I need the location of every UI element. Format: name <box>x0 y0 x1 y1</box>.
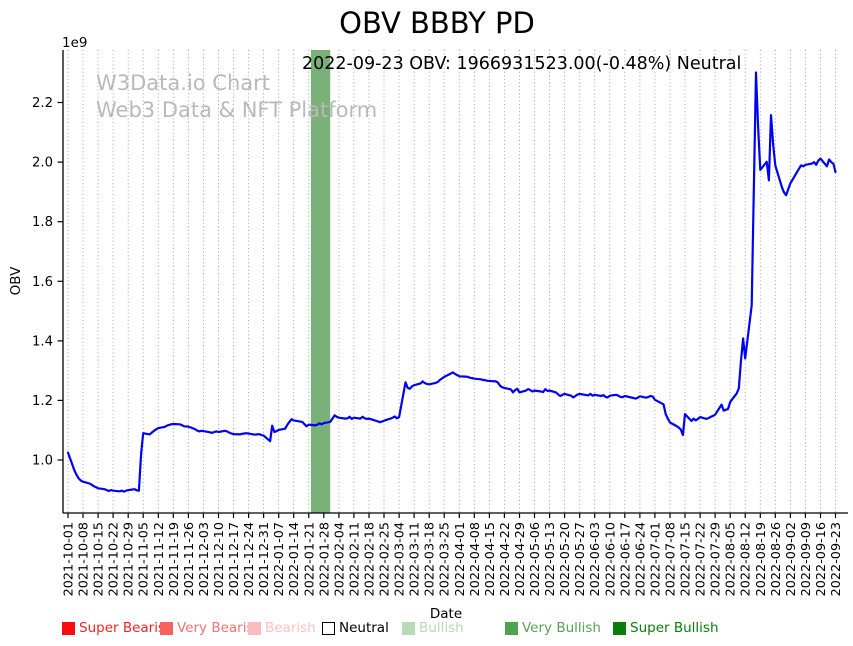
legend-label-very-bullish: Very Bullish <box>522 620 601 636</box>
legend-swatch-super-bullish <box>613 622 626 635</box>
legend-swatch-very-bullish <box>505 622 518 635</box>
x-tick-label: 2022-04-01 <box>453 522 468 596</box>
x-tick-label: 2021-10-01 <box>62 522 77 596</box>
x-tick-label: 2021-11-19 <box>167 522 182 596</box>
x-tick-label: 2022-04-22 <box>498 522 513 596</box>
x-tick-label: 2022-05-13 <box>543 522 558 596</box>
x-tick-label: 2021-12-03 <box>197 522 212 596</box>
x-tick-label: 2022-07-08 <box>664 522 679 596</box>
y-tick-label: 1.6 <box>32 275 53 290</box>
x-tick-label: 2022-07-01 <box>648 522 663 596</box>
x-tick-label: 2022-07-15 <box>679 522 694 596</box>
legend-swatch-bullish <box>402 622 415 635</box>
x-tick-label: 2022-02-25 <box>378 522 393 596</box>
x-tick-label: 2021-10-08 <box>77 522 92 596</box>
chart-title: OBV BBBY PD <box>339 6 535 40</box>
legend-swatch-super-bearish <box>62 622 75 635</box>
obv-annotation: 2022-09-23 OBV: 1966931523.00(-0.48%) Ne… <box>302 54 742 74</box>
x-tick-label: 2022-03-25 <box>438 522 453 596</box>
watermark: W3Data.io Chart Web3 Data & NFT Platform <box>96 70 377 124</box>
x-tick-label: 2022-09-16 <box>814 522 829 596</box>
x-tick-label: 2021-12-31 <box>257 522 272 596</box>
legend-label-super-bearish: Super Bearish <box>79 620 174 636</box>
obv-line-series <box>66 71 837 493</box>
x-tick-label: 2021-12-24 <box>242 522 257 596</box>
legend: Super Bearish Very Bearish Bearish Neutral B… <box>0 618 853 640</box>
y-tick-label: 1.0 <box>32 454 53 469</box>
x-tick-label: 2021-11-26 <box>182 522 197 596</box>
x-tick-label: 2022-07-29 <box>709 522 724 596</box>
x-tick-label: 2022-05-06 <box>528 522 543 596</box>
x-tick-label: 2022-09-09 <box>799 522 814 596</box>
x-tick-label: 2022-08-26 <box>769 522 784 596</box>
watermark-line2: Web3 Data & NFT Platform <box>96 98 378 122</box>
legend-label-super-bullish: Super Bullish <box>630 620 719 636</box>
x-tick-label: 2022-01-28 <box>317 522 332 596</box>
watermark-line1: W3Data.io Chart <box>96 71 271 95</box>
x-tick-label: 2021-10-15 <box>92 522 107 596</box>
x-tick-label: 2022-01-07 <box>272 522 287 596</box>
x-tick-label: 2022-05-27 <box>573 522 588 596</box>
legend-label-bearish: Bearish <box>265 620 316 636</box>
x-tick-label: 2022-02-04 <box>332 522 347 596</box>
x-tick-label: 2022-03-11 <box>408 522 423 596</box>
legend-label-bullish: Bullish <box>419 620 464 636</box>
x-tick-label: 2022-08-05 <box>724 522 739 596</box>
x-tick-label: 2022-01-21 <box>302 522 317 596</box>
x-tick-label: 2022-01-14 <box>287 522 302 596</box>
x-tick-label: 2021-11-12 <box>152 522 167 596</box>
legend-swatch-bearish <box>248 622 261 635</box>
y-axis-title: OBV <box>8 266 24 296</box>
x-tick-label: 2021-12-10 <box>212 522 227 596</box>
x-tick-label: 2021-12-17 <box>227 522 242 596</box>
y-tick-label: 1.4 <box>32 334 53 349</box>
x-tick-label: 2022-06-24 <box>633 522 648 596</box>
x-tick-label: 2021-10-29 <box>122 522 137 596</box>
x-tick-label: 2022-06-17 <box>618 522 633 596</box>
x-tick-label: 2022-03-04 <box>393 522 408 596</box>
x-tick-label: 2022-04-08 <box>468 522 483 596</box>
y-tick-label: 2.0 <box>32 156 53 171</box>
x-tick-label: 2022-04-29 <box>513 522 528 596</box>
x-tick-label: 2022-09-23 <box>829 522 844 596</box>
x-tick-label: 2022-04-15 <box>483 522 498 596</box>
x-tick-label: 2022-02-18 <box>363 522 378 596</box>
x-tick-label: 2022-05-20 <box>558 522 573 596</box>
legend-label-neutral: Neutral <box>339 620 389 636</box>
y-tick-label: 1.8 <box>32 215 53 230</box>
x-tick-label: 2022-06-03 <box>588 522 603 596</box>
x-tick-label: 2021-10-22 <box>107 522 122 596</box>
x-tick-label: 2022-03-18 <box>423 522 438 596</box>
legend-swatch-neutral <box>322 622 335 635</box>
highlight-band-very-bullish <box>310 50 331 513</box>
x-tick-label: 2021-11-05 <box>137 522 152 596</box>
x-axis-title: Date <box>429 606 463 622</box>
x-tick-label: 2022-08-12 <box>739 522 754 596</box>
x-tick-label: 2022-06-10 <box>603 522 618 596</box>
y-tick-label: 2.2 <box>32 96 53 111</box>
y-axis-offset-label: 1e9 <box>62 35 88 51</box>
x-tick-label: 2022-09-02 <box>784 522 799 596</box>
y-tick-label: 1.2 <box>32 394 53 409</box>
legend-label-very-bearish: Very Bearish <box>177 620 263 636</box>
x-tick-label: 2022-08-19 <box>754 522 769 596</box>
x-tick-label: 2022-07-22 <box>694 522 709 596</box>
x-tick-label: 2022-02-11 <box>347 522 362 596</box>
legend-swatch-very-bearish <box>160 622 173 635</box>
